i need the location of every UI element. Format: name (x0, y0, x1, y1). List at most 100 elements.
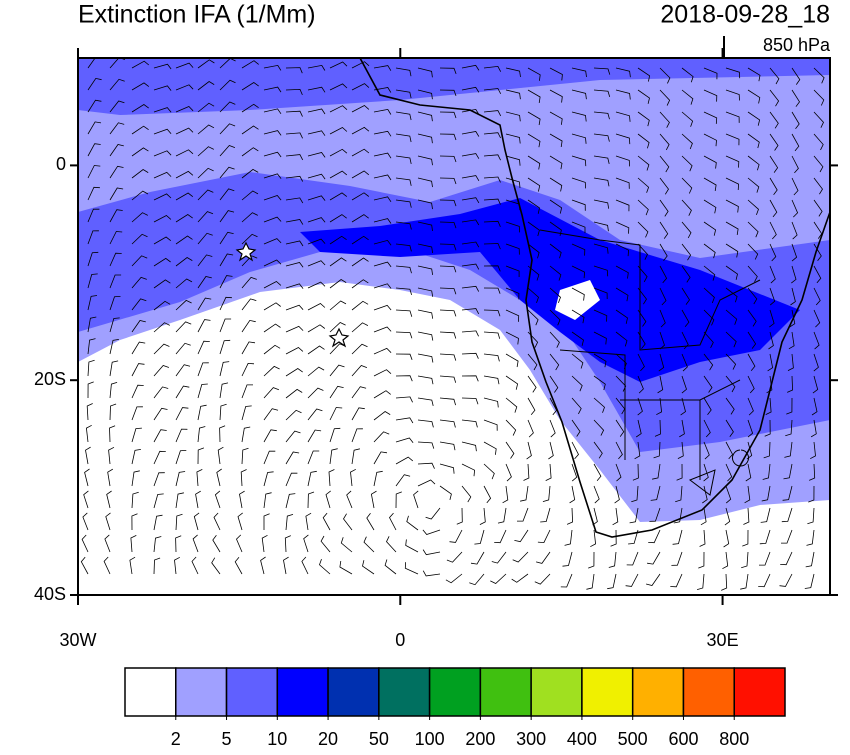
wind-barb (811, 397, 818, 416)
frame (77, 57, 831, 596)
wind-barb (417, 265, 433, 275)
wind-barb (153, 514, 163, 531)
wind-barb (197, 211, 214, 223)
wind-barb (307, 195, 326, 201)
wind-barb (219, 231, 234, 245)
wind-barb (370, 490, 377, 509)
wind-barb (197, 254, 213, 267)
wind-barb (422, 549, 441, 556)
wind-barb (483, 110, 502, 117)
lon-label: 0 (395, 630, 405, 650)
coastline (359, 58, 830, 538)
wind-barb (153, 536, 162, 553)
wind-barb (461, 175, 480, 182)
wind-barb (747, 67, 761, 82)
wind-barb (813, 133, 824, 151)
wind-barb (615, 441, 623, 460)
colorbar-label: 800 (719, 729, 749, 749)
wind-barb (703, 397, 712, 416)
wind-barb (395, 177, 412, 186)
wind-barb (759, 551, 771, 566)
wind-barb (80, 556, 89, 575)
wind-barb (747, 375, 755, 394)
wind-barb (195, 490, 201, 509)
wind-barb (329, 279, 347, 289)
wind-barb (307, 387, 324, 399)
wind-barb (301, 556, 309, 575)
wind-barb (131, 104, 149, 113)
wind-barb (197, 59, 215, 69)
wind-barb (219, 403, 227, 421)
wind-barb (681, 155, 693, 172)
wind-barb (805, 551, 815, 568)
wind-barb (87, 186, 100, 201)
wind-barb (725, 67, 741, 79)
wind-barb (240, 469, 247, 487)
wind-barb (593, 199, 610, 209)
wind-barb (175, 513, 183, 531)
wind-barb (373, 390, 391, 399)
wind-barb (263, 195, 282, 201)
wind-barb (197, 189, 214, 201)
wind-barb (87, 316, 97, 333)
wind-barb (109, 144, 124, 157)
wind-barb (527, 199, 540, 214)
wind-barb (681, 287, 690, 305)
wind-barb (593, 111, 610, 120)
wind-barb (241, 125, 259, 135)
wind-barb (483, 419, 498, 431)
wind-barb (417, 177, 433, 188)
wind-barb (325, 490, 331, 509)
wind-barb (549, 67, 563, 81)
wind-barb (340, 537, 353, 553)
wind-barb (483, 441, 497, 455)
colorbar-box (682, 667, 735, 717)
wind-barb (637, 177, 650, 193)
wind-barb (564, 529, 573, 546)
wind-barb (395, 417, 414, 424)
wind-barb (197, 404, 207, 421)
wind-barb (241, 212, 258, 223)
wind-barb (307, 86, 326, 93)
wind-barb (725, 485, 732, 504)
wind-barb (109, 165, 124, 179)
wind-barb (285, 154, 304, 161)
wind-barb (373, 411, 391, 421)
wind-barb (417, 67, 433, 78)
wind-barb (560, 573, 573, 588)
wind-barb (395, 155, 412, 164)
wind-barb (285, 132, 303, 139)
wind-barb (263, 450, 276, 465)
wind-barb (241, 319, 256, 333)
wind-barb (514, 529, 529, 543)
wind-barb (439, 331, 457, 339)
wind-barb (629, 507, 639, 524)
wind-barb (681, 309, 690, 328)
wind-barb (109, 274, 122, 289)
wind-barb (681, 331, 689, 350)
wind-barb (526, 441, 532, 460)
wind-barb (109, 382, 118, 399)
wind-barb (263, 281, 282, 289)
wind-barb (787, 375, 794, 393)
wind-barb (549, 89, 563, 103)
wind-barb (131, 276, 147, 289)
wind-barb (175, 450, 187, 465)
wind-barb (769, 67, 780, 85)
wind-barb (725, 331, 737, 348)
wind-barb (197, 124, 215, 135)
wind-barb (373, 87, 392, 93)
wind-barb (549, 375, 559, 393)
wind-barb (703, 133, 717, 147)
wind-barb (593, 309, 608, 322)
wind-barb (791, 221, 798, 240)
wind-barb (747, 353, 756, 372)
wind-barb (329, 322, 346, 333)
wind-barb (593, 375, 606, 391)
wind-barb (351, 300, 369, 311)
wind-barb (637, 199, 649, 216)
wind-barb (637, 133, 650, 149)
wind-barb (417, 221, 433, 232)
wind-barb (285, 451, 300, 465)
